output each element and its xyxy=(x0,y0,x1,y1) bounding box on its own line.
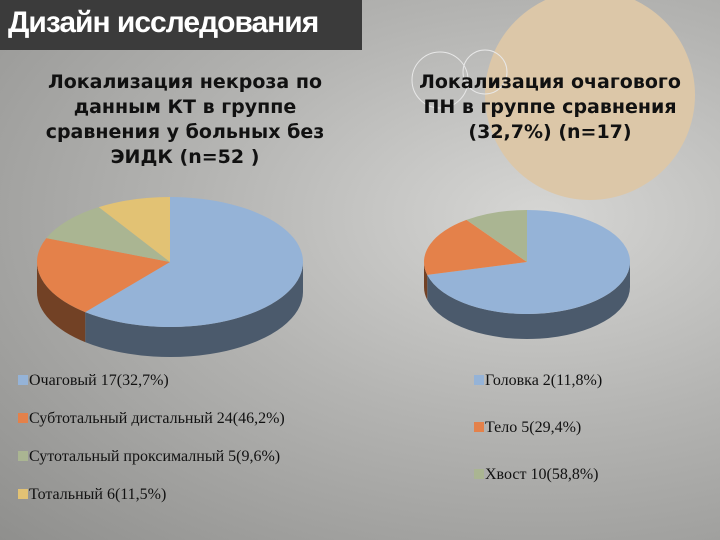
slice xyxy=(98,197,170,262)
legend-label: Очаговый 17(32,7%) xyxy=(29,372,169,389)
legend-swatch xyxy=(18,451,28,461)
slice xyxy=(36,238,170,313)
legend-entry: Сутотальный проксималный 5(9,6%) xyxy=(18,448,280,466)
slice-side xyxy=(427,262,630,340)
legend-label: Сутотальный проксималный 5(9,6%) xyxy=(29,448,281,465)
decor-ring xyxy=(462,49,508,95)
legend-label: Тело 5(29,4%) xyxy=(485,419,582,436)
legend-entry: Тело 5(29,4%) xyxy=(474,419,581,437)
slice xyxy=(46,207,171,262)
legend-swatch xyxy=(18,375,28,385)
legend-entry: Головка 2(11,8%) xyxy=(474,372,602,390)
decor-ring xyxy=(411,51,469,109)
legend-label: Головка 2(11,8%) xyxy=(485,372,603,389)
decor-circle xyxy=(485,0,695,200)
legend-entry: Субтотальный дистальный 24(46,2%) xyxy=(18,410,285,428)
legend-swatch xyxy=(474,422,484,432)
slice xyxy=(85,197,303,327)
legend-label: Субтотальный дистальный 24(46,2%) xyxy=(29,410,285,427)
chart-title: Локализация некроза по данным КТ в групп… xyxy=(45,71,325,168)
slice xyxy=(427,210,630,315)
legend-label: Тотальный 6(11,5%) xyxy=(29,486,167,503)
chart-title: Локализация очагового ПН в группе сравне… xyxy=(419,71,681,143)
legend-swatch xyxy=(18,413,28,423)
slice-side xyxy=(85,262,303,358)
slice xyxy=(466,210,527,262)
slice xyxy=(424,219,527,275)
slice-side xyxy=(424,262,428,300)
legend-entry: Тотальный 6(11,5%) xyxy=(18,486,166,504)
legend-swatch xyxy=(18,489,28,499)
legend-label: Хвост 10(58,8%) xyxy=(485,466,599,483)
legend-swatch xyxy=(474,375,484,385)
slice-side xyxy=(37,262,86,343)
legend-entry: Хвост 10(58,8%) xyxy=(474,466,598,484)
slide-title: Дизайн исследования xyxy=(0,0,362,50)
legend-entry: Очаговый 17(32,7%) xyxy=(18,372,169,390)
legend-swatch xyxy=(474,469,484,479)
